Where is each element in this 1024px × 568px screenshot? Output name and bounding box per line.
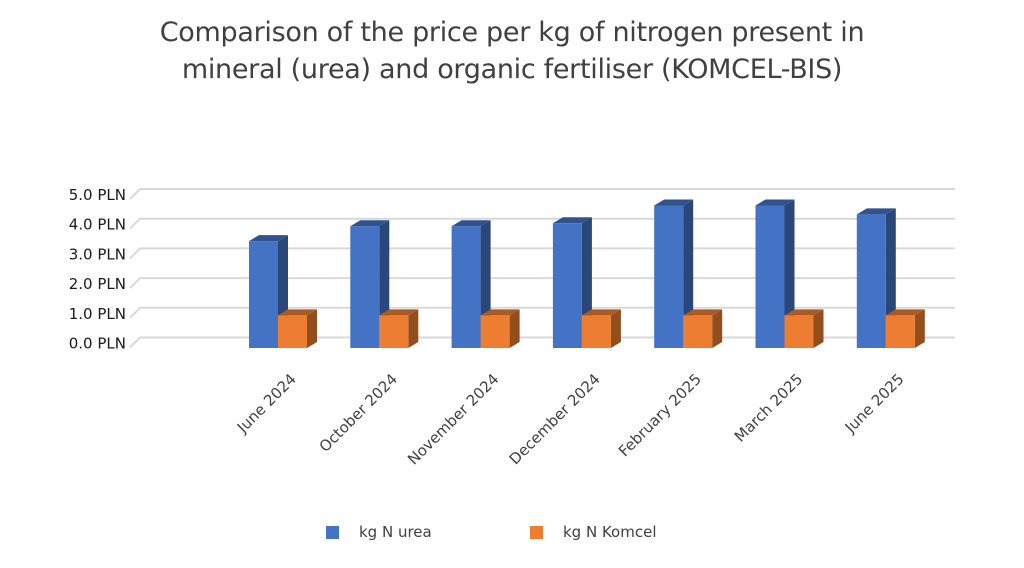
bar-top-face (249, 235, 288, 242)
x-tick-label: March 2025 (731, 370, 806, 445)
legend-swatch-komcel (530, 525, 543, 539)
legend-item-komcel: kg N Komcel (530, 523, 657, 541)
bar-front-face (480, 315, 510, 348)
y-tick-label: 3.0 PLN (69, 245, 126, 263)
y-tick-label: 0.0 PLN (69, 335, 126, 353)
bar-front-face (784, 315, 814, 348)
legend-item-urea: kg N urea (326, 523, 432, 541)
bar-top-face (885, 309, 925, 316)
bar-komcel (379, 309, 419, 348)
bar-front-face (581, 315, 611, 348)
bar-side-face (408, 309, 419, 348)
x-axis-tick-labels: June 2024 October 2024 November 2024 Decemb… (233, 370, 908, 468)
bar-front-face (249, 241, 278, 348)
bar-top-face (552, 217, 592, 224)
bars (249, 199, 925, 348)
bar-komcel (784, 309, 824, 348)
bar-top-face (350, 220, 390, 227)
bar-top-face (451, 220, 491, 227)
bar-urea (654, 199, 694, 348)
bar-front-face (451, 226, 481, 348)
x-tick-label: October 2024 (316, 370, 402, 456)
bar-front-face (379, 315, 409, 348)
y-tick-label: 4.0 PLN (69, 216, 126, 234)
bar-komcel (581, 309, 621, 348)
bar-top-face (784, 309, 824, 316)
bar-side-face (813, 309, 824, 348)
x-tick-label: December 2024 (506, 370, 604, 468)
x-tick-label: June 2025 (841, 370, 908, 437)
bar-side-face (610, 309, 621, 348)
bar-urea (856, 208, 896, 348)
legend-label-komcel: kg N Komcel (563, 523, 657, 541)
bar-top-face (654, 199, 694, 206)
bar-top-face (581, 309, 621, 316)
legend-swatch-urea (326, 525, 339, 539)
chart-title: Comparison of the price per kg of nitrog… (112, 14, 912, 88)
bar-front-face (856, 214, 886, 348)
bar-side-face (307, 309, 317, 348)
bar-front-face (278, 315, 307, 348)
bar-side-face (914, 309, 925, 348)
bar-front-face (755, 205, 785, 348)
legend-label-urea: kg N urea (359, 523, 432, 541)
bar-komcel (885, 309, 925, 348)
chart-plot-area: 0.0 PLN 1.0 PLN 2.0 PLN 3.0 PLN 4.0 PLN 5.0 P… (69, 186, 955, 468)
bar-komcel (278, 309, 317, 348)
bar-front-face (683, 315, 713, 348)
chart-title-line-1: Comparison of the price per kg of nitrog… (159, 17, 865, 48)
chart-title-line-2: mineral (urea) and organic fertiliser (K… (181, 54, 843, 85)
bar-side-face (509, 309, 520, 348)
x-tick-label: February 2025 (615, 370, 705, 460)
bar-front-face (552, 223, 582, 348)
legend: kg N urea kg N Komcel (0, 523, 1024, 553)
bar-front-face (885, 315, 915, 348)
bar-front-face (654, 205, 684, 348)
bar-top-face (683, 309, 723, 316)
bar-front-face (350, 226, 380, 348)
bar-top-face (379, 309, 419, 316)
bar-komcel (480, 309, 520, 348)
bar-top-face (278, 309, 317, 316)
gridline (129, 188, 955, 200)
y-tick-label: 1.0 PLN (69, 305, 126, 323)
x-tick-label: November 2024 (404, 370, 502, 468)
bar-top-face (755, 199, 795, 206)
y-tick-label: 5.0 PLN (69, 186, 126, 204)
bar-komcel (683, 309, 723, 348)
bar-top-face (480, 309, 520, 316)
y-axis-tick-labels: 0.0 PLN 1.0 PLN 2.0 PLN 3.0 PLN 4.0 PLN 5.0 P… (69, 186, 126, 353)
bar-side-face (712, 309, 723, 348)
bar-top-face (856, 208, 896, 215)
gridline (129, 217, 955, 230)
y-tick-label: 2.0 PLN (69, 275, 126, 293)
x-tick-label: June 2024 (233, 370, 300, 437)
